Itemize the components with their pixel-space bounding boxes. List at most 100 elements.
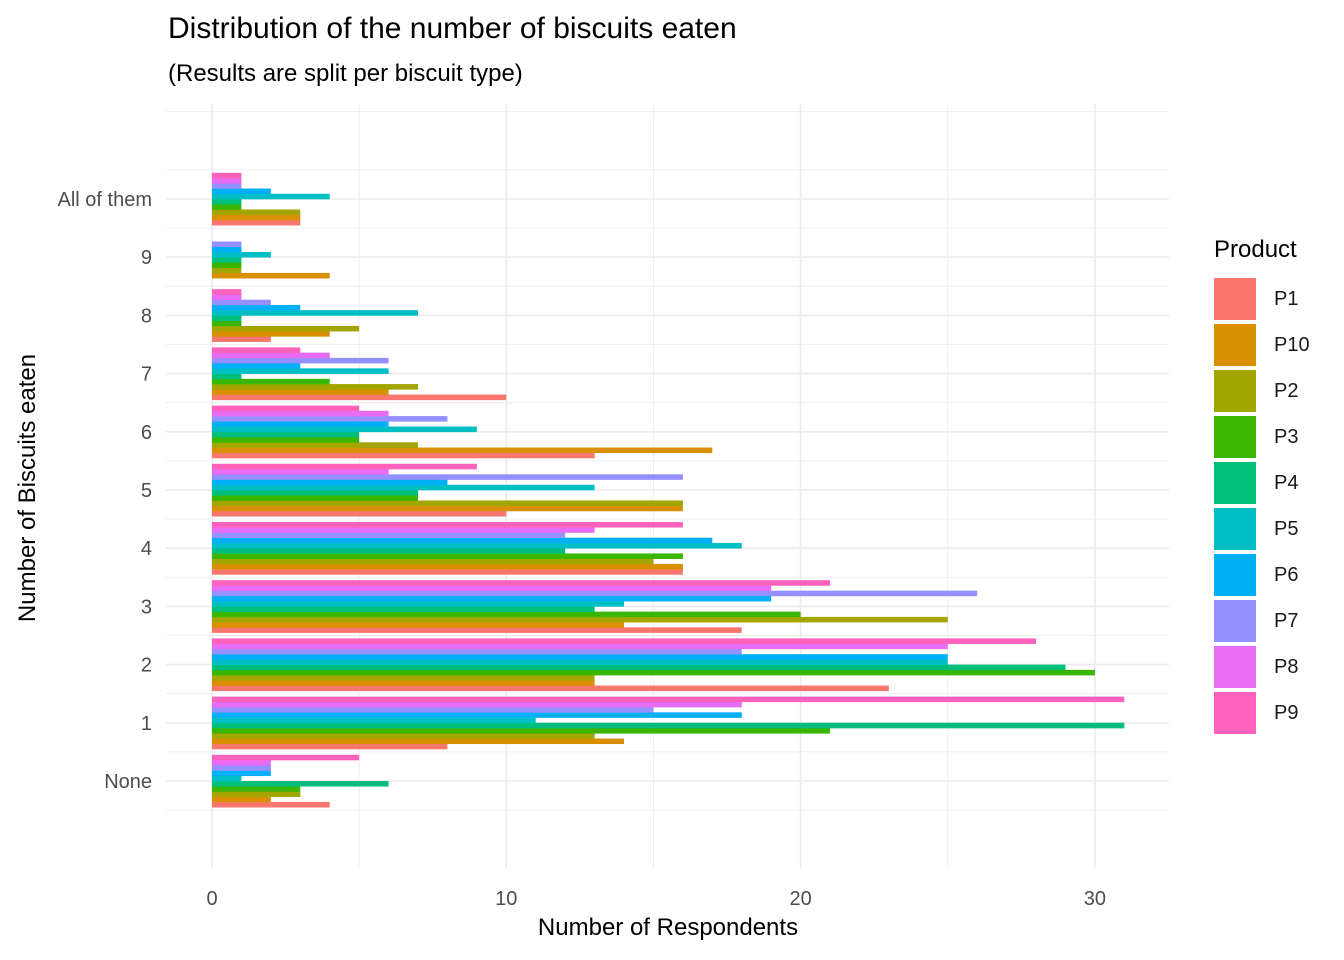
legend-item: P6	[1214, 552, 1310, 598]
bar-p7	[212, 532, 566, 539]
bar-p7	[212, 183, 242, 189]
bar-p7	[212, 357, 389, 364]
bar-p4	[212, 490, 419, 496]
bar-p10	[212, 214, 301, 221]
legend-item: P7	[1214, 598, 1310, 644]
bar-p7	[212, 241, 242, 248]
legend-label: P9	[1274, 701, 1299, 724]
bar-p8	[212, 701, 742, 708]
bar-p4	[212, 722, 1125, 729]
bar-p3	[212, 553, 683, 559]
bar-p2	[212, 616, 948, 623]
bar-p3	[212, 728, 831, 734]
bar-p7	[212, 765, 271, 771]
chart-title: Distribution of the number of biscuits e…	[168, 12, 737, 45]
bar-p9	[212, 405, 360, 412]
bar-p1	[212, 743, 448, 750]
bar-p2	[212, 791, 301, 798]
bar-p6	[212, 363, 301, 369]
bar-p3	[212, 437, 360, 443]
bar-p10	[212, 331, 330, 337]
y-tick-label: 2	[141, 655, 152, 677]
bar-p7	[212, 648, 742, 655]
bar-p1	[212, 510, 507, 517]
bar-p7	[212, 590, 978, 597]
legend-title: Product	[1214, 236, 1297, 263]
bar-p3	[212, 378, 330, 385]
y-tick-label: 1	[141, 713, 152, 735]
bar-p9	[212, 289, 242, 295]
bar-p5	[212, 310, 419, 316]
bar-p3	[212, 669, 1095, 676]
x-tick-label: 30	[1084, 888, 1106, 910]
bar-p5	[212, 717, 536, 724]
bar-p4	[212, 315, 242, 321]
legend-item: P3	[1214, 414, 1310, 460]
chart-subtitle: (Results are split per biscuit type)	[168, 60, 523, 87]
bar-p6	[212, 654, 948, 660]
legend-label: P7	[1274, 609, 1299, 632]
bar-p1	[212, 801, 330, 808]
bar-p10	[212, 680, 595, 686]
bar-p8	[212, 469, 389, 475]
bar-p10	[212, 447, 713, 454]
bar-p10	[212, 389, 389, 395]
bar-p5	[212, 601, 625, 607]
bar-p2	[212, 325, 360, 332]
bar-p9	[212, 172, 242, 179]
bar-p5	[212, 775, 242, 782]
bar-p4	[212, 199, 242, 205]
bar-p5	[212, 484, 595, 491]
legend-item: P9	[1214, 690, 1310, 736]
bar-p5	[212, 542, 742, 549]
bar-p10	[212, 738, 625, 745]
bar-p2	[212, 500, 683, 507]
bar-p2	[212, 267, 242, 274]
bar-p6	[212, 304, 301, 311]
legend-swatch	[1214, 416, 1256, 458]
bar-p6	[212, 770, 271, 777]
bar-p8	[212, 410, 389, 417]
legend-swatch	[1214, 324, 1256, 366]
legend-label: P1	[1274, 287, 1299, 310]
bar-p4	[212, 431, 360, 438]
y-tick-label: 6	[141, 422, 152, 444]
bar-p7	[212, 474, 683, 480]
bar-p1	[212, 627, 742, 633]
legend-items: P1 P10 P2 P3 P4 P5 P6 P7 P8 P9	[1214, 276, 1310, 736]
bar-p10	[212, 272, 330, 279]
bar-p1	[212, 394, 507, 401]
x-tick-label: 20	[789, 888, 811, 910]
bar-p9	[212, 580, 831, 586]
legend-swatch	[1214, 508, 1256, 550]
bar-p5	[212, 426, 477, 433]
y-tick-label: 8	[141, 305, 152, 327]
bar-p5	[212, 368, 389, 374]
y-tick-label: 3	[141, 596, 152, 618]
y-tick-label: 7	[141, 364, 152, 386]
legend-label: P10	[1274, 333, 1310, 356]
legend-item: P2	[1214, 368, 1310, 414]
legend-swatch	[1214, 554, 1256, 596]
bar-p10	[212, 505, 683, 512]
bar-p8	[212, 294, 242, 300]
bar-p8	[212, 527, 595, 533]
y-tick-label: None	[104, 771, 152, 793]
bar-p2	[212, 675, 595, 681]
legend-label: P2	[1274, 379, 1299, 402]
bar-p7	[212, 416, 448, 422]
legend-item: P4	[1214, 460, 1310, 506]
bar-p2	[212, 209, 301, 216]
bar-p4	[212, 781, 389, 787]
bars	[212, 172, 1125, 808]
bar-p3	[212, 611, 801, 618]
legend-item: P10	[1214, 322, 1310, 368]
bar-p4	[212, 373, 242, 380]
legend-label: P3	[1274, 425, 1299, 448]
tick-labels: None 1 2 3 4 5 6 7 8 9 All of them 0 10 20 30	[58, 189, 1107, 910]
legend-item: P1	[1214, 276, 1310, 322]
bar-p9	[212, 638, 1037, 644]
bar-p3	[212, 320, 242, 327]
legend-label: P5	[1274, 517, 1299, 540]
